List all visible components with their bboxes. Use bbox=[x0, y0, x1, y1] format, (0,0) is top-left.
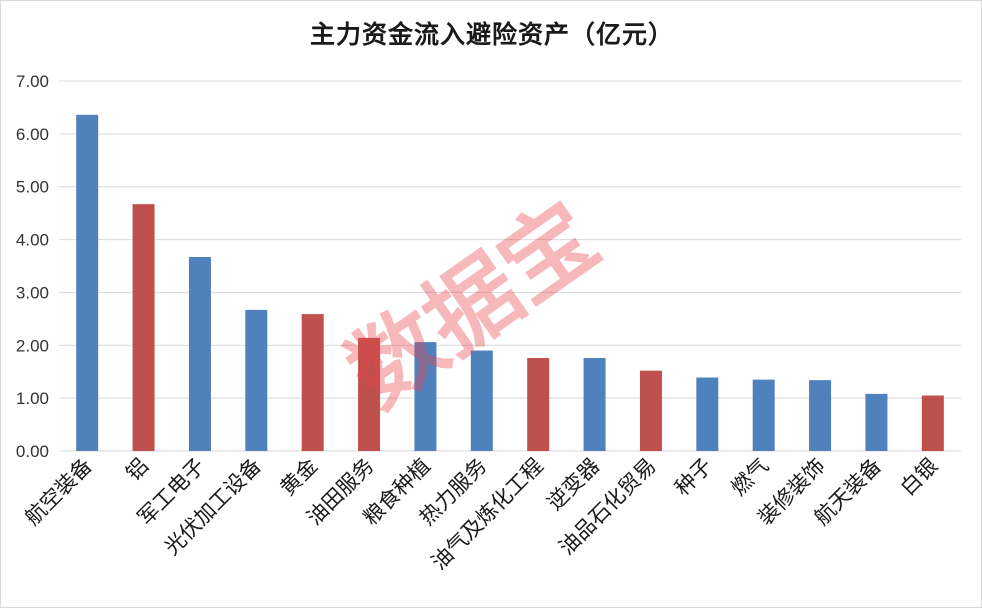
bar bbox=[245, 309, 268, 451]
x-tick-label: 黄金 bbox=[276, 454, 323, 501]
y-tick-label: 6.00 bbox=[16, 125, 49, 144]
bar bbox=[470, 350, 493, 451]
bar bbox=[809, 380, 832, 451]
x-tick-label: 铝 bbox=[121, 454, 153, 486]
x-tick-label: 种子 bbox=[670, 454, 717, 501]
bar bbox=[358, 337, 381, 451]
bar bbox=[583, 357, 606, 451]
bars bbox=[76, 114, 944, 451]
bar bbox=[696, 377, 719, 451]
x-tick-label: 白银 bbox=[896, 454, 943, 501]
y-tick-label: 1.00 bbox=[16, 389, 49, 408]
bar bbox=[527, 357, 550, 451]
bar bbox=[414, 342, 437, 451]
y-axis-ticks: 0.00 1.00 2.00 3.00 4.00 5.00 6.00 7.00 bbox=[16, 72, 49, 461]
bar bbox=[865, 393, 888, 451]
y-tick-label: 5.00 bbox=[16, 178, 49, 197]
y-tick-label: 7.00 bbox=[16, 72, 49, 91]
bar bbox=[188, 257, 211, 451]
y-tick-label: 4.00 bbox=[16, 231, 49, 250]
bar bbox=[132, 204, 155, 451]
bar bbox=[639, 370, 662, 451]
bar bbox=[301, 314, 324, 451]
x-tick-label: 航空装备 bbox=[20, 454, 96, 530]
chart-title: 主力资金流入避险资产（亿元） bbox=[310, 20, 674, 49]
x-tick-label: 燃气 bbox=[727, 454, 774, 501]
bar bbox=[921, 395, 944, 451]
y-tick-label: 2.00 bbox=[16, 336, 49, 355]
y-tick-label: 0.00 bbox=[16, 442, 49, 461]
y-tick-label: 3.00 bbox=[16, 283, 49, 302]
bar bbox=[76, 114, 99, 451]
bar bbox=[752, 379, 775, 451]
